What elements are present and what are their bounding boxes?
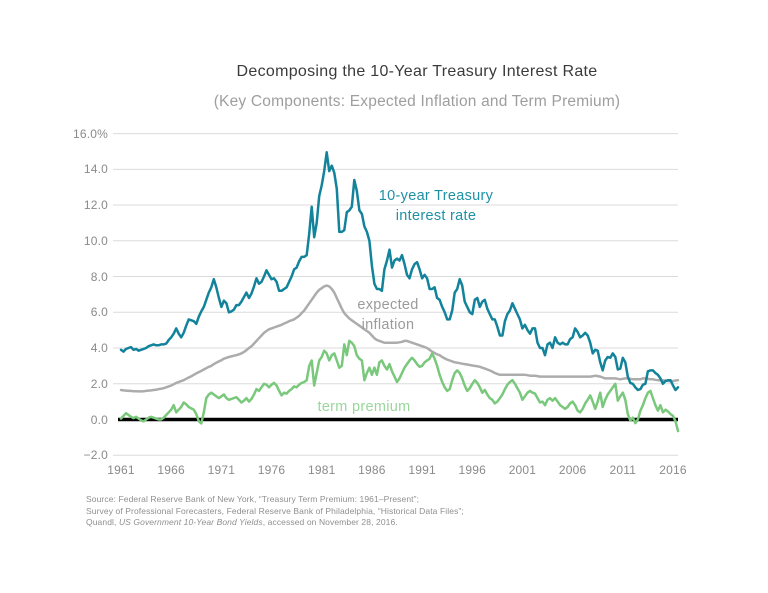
source-line-3: Quandl, US Government 10-Year Bond Yield… — [86, 517, 398, 527]
y-axis-tick-label: 4.0 — [90, 341, 108, 356]
x-axis-tick-label: 2016 — [659, 463, 687, 477]
y-axis-tick-label: 0.0 — [90, 412, 108, 427]
source-line-1: Source: Federal Reserve Bank of New York… — [86, 494, 420, 504]
series-label-treasury-line2: interest rate — [395, 208, 477, 224]
chart-title: Decomposing the 10-Year Treasury Interes… — [236, 63, 598, 80]
y-axis-tick-label: 6.0 — [90, 305, 108, 320]
x-axis-tick-label: 1961 — [107, 463, 135, 477]
series-label-expected-inflation: expected inflation — [357, 295, 418, 335]
x-axis-tick-label: 1991 — [408, 463, 436, 477]
x-axis-tick-label: 1966 — [157, 463, 185, 477]
source-italic-title: US Government 10-Year Bond Yields — [118, 517, 263, 527]
series-label-treasury-line1: 10-year Treasury — [378, 188, 494, 204]
source-line-2: Survey of Professional Forecasters, Fede… — [86, 505, 464, 516]
y-axis-tick-label: 16.0% — [72, 126, 108, 141]
x-axis-tick-label: 1971 — [207, 463, 236, 477]
y-axis-tick-label: 2.0 — [90, 376, 108, 391]
series-label-term-premium: term premium — [317, 397, 410, 417]
line-term-premium — [119, 339, 680, 433]
series-label-inflation-line1: expected — [357, 297, 419, 313]
y-axis-tick-label: −2.0 — [83, 448, 108, 463]
line-expected-inflation — [119, 284, 680, 393]
x-axis-tick-label: 1981 — [307, 463, 336, 477]
x-axis-tick-label: 2006 — [558, 463, 587, 477]
y-axis-tick-label: 14.0 — [83, 162, 108, 177]
source-citation: Source: Federal Reserve Bank of New York… — [86, 494, 464, 529]
y-axis-tick-label: 12.0 — [83, 198, 108, 213]
x-axis-tick-label: 1986 — [358, 463, 386, 477]
chart-subtitle: (Key Components: Expected Inflation and … — [213, 93, 621, 110]
series-label-treasury: 10-year Treasury interest rate — [379, 186, 493, 226]
x-axis-tick-label: 1996 — [458, 463, 486, 477]
series-label-premium-line1: term premium — [317, 399, 411, 415]
x-axis-tick-label: 1976 — [257, 463, 286, 477]
series-label-inflation-line2: inflation — [361, 317, 415, 333]
y-axis-tick-label: 10.0 — [83, 233, 108, 248]
x-axis-tick-label: 2011 — [609, 463, 637, 477]
y-axis-tick-label: 8.0 — [90, 269, 108, 284]
line-treasury-rate — [119, 151, 680, 392]
x-axis-tick-label: 2001 — [508, 463, 537, 477]
